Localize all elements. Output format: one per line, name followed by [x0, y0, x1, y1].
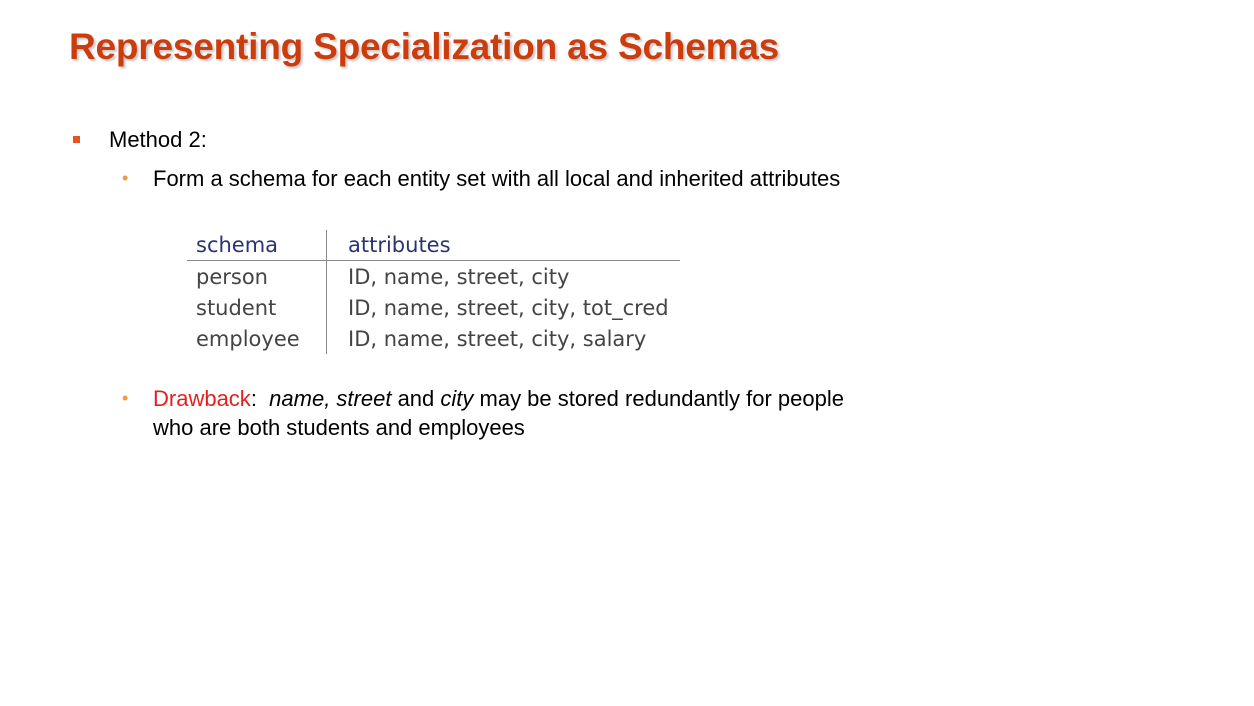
drawback-and: and: [391, 386, 441, 411]
schema-cell: person: [187, 260, 327, 292]
table-row: person ID, name, street, city: [187, 260, 680, 292]
bullet-dot-icon: •: [122, 168, 129, 188]
table-row: student ID, name, street, city, tot_cred: [187, 292, 680, 323]
attributes-cell: ID, name, street, city, tot_cred: [348, 295, 669, 320]
schema-cell: employee: [187, 323, 327, 354]
drawback-italic-fields: name, street: [269, 386, 392, 411]
point-schema-each-entity: Form a schema for each entity set with a…: [153, 166, 841, 191]
table-header-row: schema attributes: [187, 230, 680, 261]
attributes-cell: ID, name, street, city, salary: [348, 326, 647, 351]
drawback-colon: :: [250, 386, 257, 411]
attributes-cell: ID, name, street, city: [348, 264, 570, 289]
table-row: employee ID, name, street, city, salary: [187, 323, 680, 354]
schema-table: schema attributes person ID, name, stree…: [187, 230, 680, 354]
square-bullet-icon: [73, 136, 80, 143]
bullet-dot-icon: •: [122, 388, 129, 408]
header-attributes: attributes: [326, 230, 680, 261]
drawback-label: Drawback: [153, 386, 251, 411]
slide-title: Representing Specialization as Schemas: [69, 26, 780, 67]
schema-cell: student: [187, 292, 327, 323]
drawback-italic-city: city: [440, 386, 474, 411]
header-schema: schema: [187, 230, 327, 261]
method-label: Method 2:: [109, 127, 207, 152]
drawback-rest: may be stored redundantly for people who…: [153, 386, 844, 440]
drawback-point: Drawback: name, street and city may be s…: [153, 384, 853, 442]
